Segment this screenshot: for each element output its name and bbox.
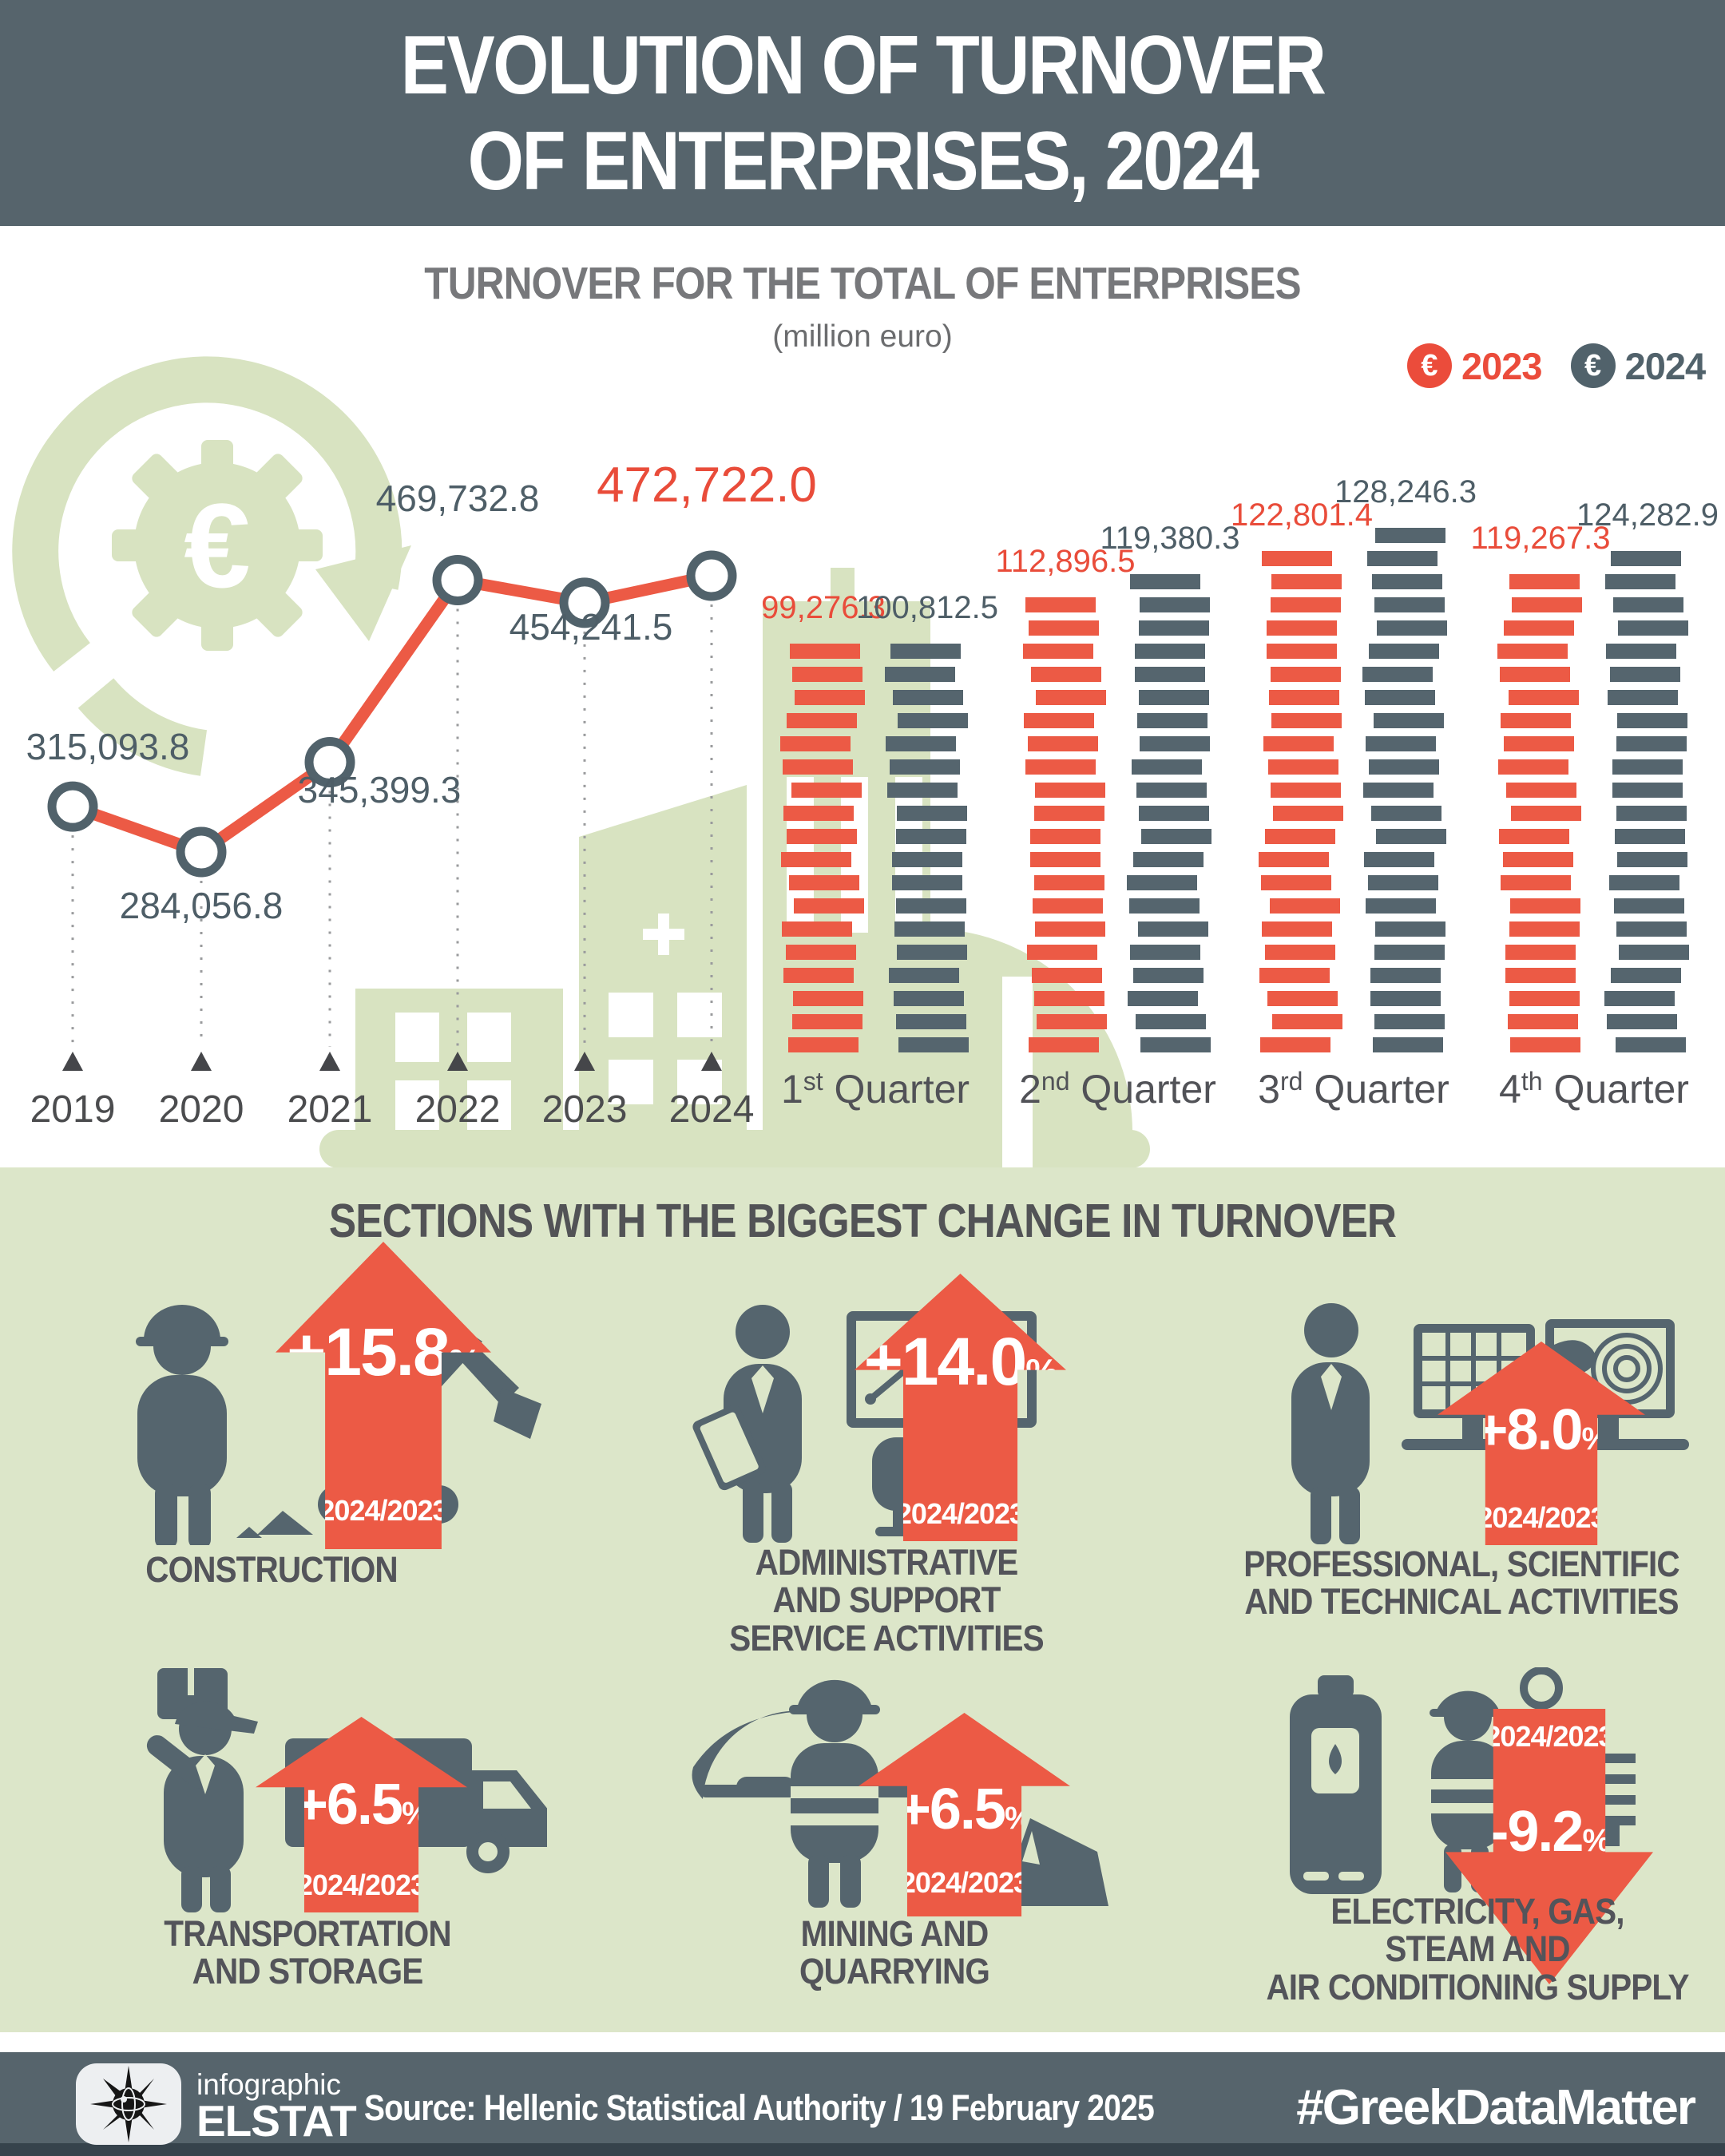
svg-text:124,282.9: 124,282.9 — [1576, 497, 1719, 533]
svg-text:472,722.0: 472,722.0 — [597, 458, 817, 513]
legend-item-2024: € 2024 — [1570, 343, 1707, 388]
svg-text:3rd Quarter: 3rd Quarter — [1258, 1067, 1449, 1112]
svg-text:100,812.5: 100,812.5 — [856, 590, 998, 625]
svg-text:119,380.3: 119,380.3 — [1100, 521, 1240, 556]
page-title-line1: EVOLUTION OF TURNOVER — [400, 19, 1326, 112]
svg-text:2019: 2019 — [30, 1088, 116, 1131]
svg-text:315,093.8: 315,093.8 — [26, 726, 190, 767]
svg-text:345,399.3: 345,399.3 — [298, 769, 462, 810]
svg-text:2023: 2023 — [542, 1088, 628, 1131]
svg-text:4th Quarter: 4th Quarter — [1499, 1067, 1689, 1112]
chart-unit-label: (million euro) — [772, 319, 953, 354]
svg-text:2022: 2022 — [415, 1088, 501, 1131]
period-label: 2024/2023 — [319, 1494, 448, 1527]
annual-line-chart: 2019 2020 2021 2022 2023 2024 315,093.8 284,056… — [26, 458, 817, 1131]
period-label: 2024/2023 — [1485, 1720, 1614, 1753]
construction-caption: CONSTRUCTION — [145, 1549, 398, 1590]
electricity-caption: ELECTRICITY, GAS, STEAM AND AIR CONDITIONI… — [1266, 1891, 1689, 2007]
svg-text:284,056.8: 284,056.8 — [120, 885, 284, 926]
svg-text:122,801.4: 122,801.4 — [1231, 497, 1373, 533]
svg-text:469,732.8: 469,732.8 — [376, 478, 540, 519]
brand-text: infographic ELSTAT — [196, 2068, 357, 2146]
mining-caption: MINING AND QUARRYING — [799, 1913, 990, 1992]
transport-caption: TRANSPORTATION AND STORAGE — [164, 1913, 451, 1992]
svg-text:454,241.5: 454,241.5 — [510, 606, 673, 648]
source-text: Source: Hellenic Statistical Authority /… — [363, 2087, 1155, 2128]
svg-text:128,246.3: 128,246.3 — [1334, 474, 1477, 509]
legend: € 2023 € 2024 — [1407, 343, 1707, 388]
svg-text:99,276.3: 99,276.3 — [761, 590, 886, 625]
legend-item-2023: € 2023 — [1407, 343, 1543, 388]
period-label: 2024/2023 — [296, 1869, 426, 1901]
legend-label: 2024 — [1624, 344, 1707, 387]
chart-title: TURNOVER FOR THE TOTAL OF ENTERPRISES — [424, 258, 1301, 309]
professional-pictogram — [1291, 1303, 1689, 1544]
administrative-caption: ADMINISTRATIVE AND SUPPORT SERVICE ACTIVIT… — [729, 1542, 1044, 1659]
euro-coin-icon: € — [1407, 343, 1452, 388]
divider-strip — [0, 2032, 1725, 2052]
masthead: EVOLUTION OF TURNOVER OF ENTERPRISES, 20… — [0, 0, 1725, 226]
elstat-starburst-icon — [90, 2066, 167, 2142]
change-value: +8.0% — [1474, 1398, 1609, 1462]
svg-text:2nd Quarter: 2nd Quarter — [1019, 1067, 1216, 1112]
svg-text:112,896.5: 112,896.5 — [996, 544, 1136, 579]
svg-text:2020: 2020 — [159, 1088, 244, 1131]
euro-gear-decoration: € — [12, 356, 411, 776]
footer-bottom-band — [0, 2143, 1725, 2156]
svg-text:119,267.3: 119,267.3 — [1471, 521, 1611, 556]
period-label: 2024/2023 — [895, 1497, 1025, 1530]
period-label: 2024/2023 — [1477, 1501, 1606, 1534]
svg-text:1st Quarter: 1st Quarter — [781, 1067, 970, 1112]
footer — [0, 2052, 1725, 2143]
sections-title: SECTIONS WITH THE BIGGEST CHANGE IN TURN… — [328, 1195, 1397, 1247]
hashtag-text: #GreekDataMatter — [1296, 2080, 1696, 2135]
mining-pictogram — [692, 1679, 1108, 1908]
legend-label: 2023 — [1461, 344, 1543, 387]
page-title-line2: OF ENTERPRISES, 2024 — [467, 115, 1259, 208]
change-value: +14.0% — [863, 1324, 1059, 1399]
turnover-chart: € 2019 2020 2021 2022 2023 2024 315,093.8 284,0… — [12, 356, 1719, 1168]
euro-coin-icon: € — [1570, 343, 1616, 388]
svg-text:2024: 2024 — [669, 1088, 755, 1131]
svg-text:€: € — [184, 478, 250, 612]
period-label: 2024/2023 — [899, 1866, 1029, 1899]
svg-text:2021: 2021 — [288, 1088, 373, 1131]
elstat-logo — [76, 2063, 181, 2145]
professional-caption: PROFESSIONAL, SCIENTIFIC AND TECHNICAL AC… — [1243, 1544, 1679, 1623]
